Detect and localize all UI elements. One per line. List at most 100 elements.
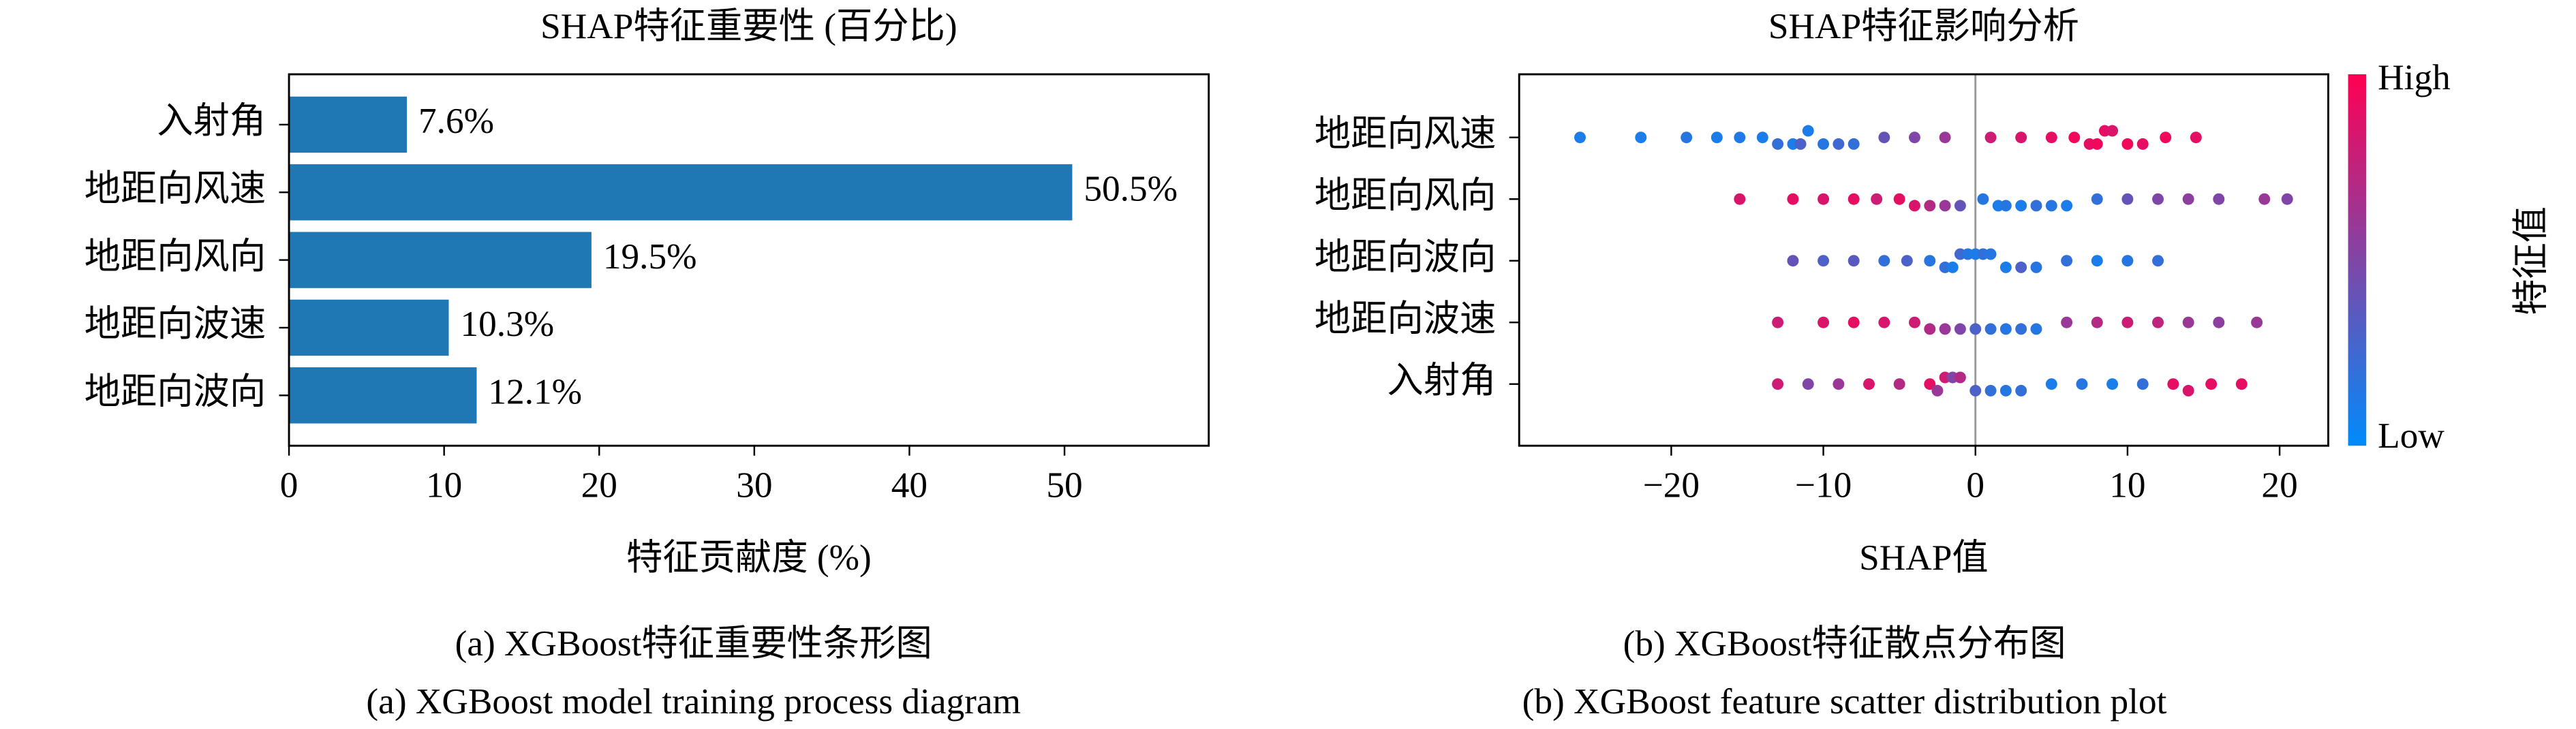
point: [2091, 316, 2103, 328]
point: [2152, 316, 2164, 328]
point: [1969, 323, 1982, 335]
point: [1946, 261, 1959, 273]
x-tick-label: 20: [581, 465, 617, 505]
value-label: 10.3%: [460, 304, 554, 344]
point: [1893, 378, 1905, 390]
point: [2190, 131, 2202, 144]
colorbar-label: 特征值: [2511, 206, 2551, 315]
point: [2015, 200, 2027, 212]
point: [2061, 255, 2073, 267]
point: [2152, 255, 2164, 267]
x-tick-label: 0: [1966, 465, 1984, 505]
point: [2182, 316, 2194, 328]
y-tick-label: 地距向风向: [85, 236, 266, 277]
x-tick-label: 30: [736, 465, 772, 505]
point: [2076, 378, 2088, 390]
x-tick-label: −10: [1795, 465, 1852, 505]
x-axis-label: SHAP值: [1859, 538, 1989, 578]
bar: [289, 299, 449, 356]
point: [1847, 316, 1860, 328]
point: [1756, 131, 1768, 144]
x-tick-label: 40: [891, 465, 927, 505]
point: [1924, 200, 1936, 212]
point: [1818, 255, 1830, 267]
x-tick-label: −20: [1643, 465, 1700, 505]
point: [1984, 384, 1997, 397]
point: [2121, 193, 2134, 205]
point: [2015, 384, 2027, 397]
point: [2167, 378, 2179, 390]
point: [1711, 131, 1723, 144]
point: [1802, 125, 1814, 137]
chart-title: SHAP特征影响分析: [1768, 6, 2079, 46]
point: [2136, 378, 2149, 390]
point: [1893, 193, 1905, 205]
point: [2160, 131, 2172, 144]
point: [1878, 131, 1890, 144]
point: [2281, 193, 2293, 205]
x-tick-label: 20: [2261, 465, 2297, 505]
point: [1818, 138, 1830, 150]
point: [1939, 131, 1951, 144]
y-tick-label: 地距向风向: [1315, 175, 1496, 215]
point: [1954, 200, 1966, 212]
point: [1878, 255, 1890, 267]
x-tick-label: 10: [2109, 465, 2145, 505]
point: [1734, 131, 1746, 144]
bar: [289, 164, 1073, 221]
caption: (a) XGBoost model training process diagr…: [366, 681, 1021, 722]
colorbar: [2348, 74, 2367, 446]
y-tick-label: 地距向风速: [85, 169, 266, 209]
point: [1939, 323, 1951, 335]
bar: [289, 367, 477, 424]
point: [2061, 200, 2073, 212]
point: [1635, 131, 1647, 144]
point: [1999, 384, 2012, 397]
point: [1954, 323, 1966, 335]
point: [2136, 138, 2149, 150]
point: [2045, 378, 2057, 390]
point: [2213, 193, 2225, 205]
point: [2030, 200, 2042, 212]
value-label: 19.5%: [603, 236, 697, 277]
point: [1833, 138, 1845, 150]
point: [2182, 384, 2194, 397]
point: [2251, 316, 2263, 328]
point: [1901, 255, 1913, 267]
point: [2030, 323, 2042, 335]
y-tick-label: 地距向波向: [85, 372, 266, 412]
colorbar-low: Low: [2378, 416, 2444, 456]
value-label: 12.1%: [488, 372, 582, 412]
point: [2205, 378, 2218, 390]
colorbar-high: High: [2378, 57, 2451, 97]
point: [2030, 261, 2042, 273]
point: [1908, 131, 1920, 144]
point: [2121, 138, 2134, 150]
point: [1772, 378, 1784, 390]
point: [2121, 255, 2134, 267]
point: [2015, 261, 2027, 273]
bar: [289, 232, 592, 288]
point: [1908, 200, 1920, 212]
point: [2015, 323, 2027, 335]
point: [1847, 255, 1860, 267]
point: [1878, 316, 1890, 328]
point: [1818, 316, 1830, 328]
caption: (b) XGBoost特征散点分布图: [1623, 623, 2066, 664]
point: [1574, 131, 1586, 144]
y-tick-label: 入射角: [1387, 360, 1496, 401]
x-axis-label: 特征贡献度 (%): [626, 538, 872, 578]
point: [2091, 193, 2103, 205]
value-label: 7.6%: [418, 101, 494, 141]
point: [2235, 378, 2248, 390]
point: [1794, 138, 1807, 150]
point: [2182, 193, 2194, 205]
point: [1908, 316, 1920, 328]
point: [2091, 138, 2103, 150]
x-tick-label: 0: [280, 465, 298, 505]
x-tick-label: 10: [426, 465, 462, 505]
point: [1818, 193, 1830, 205]
point: [1802, 378, 1814, 390]
